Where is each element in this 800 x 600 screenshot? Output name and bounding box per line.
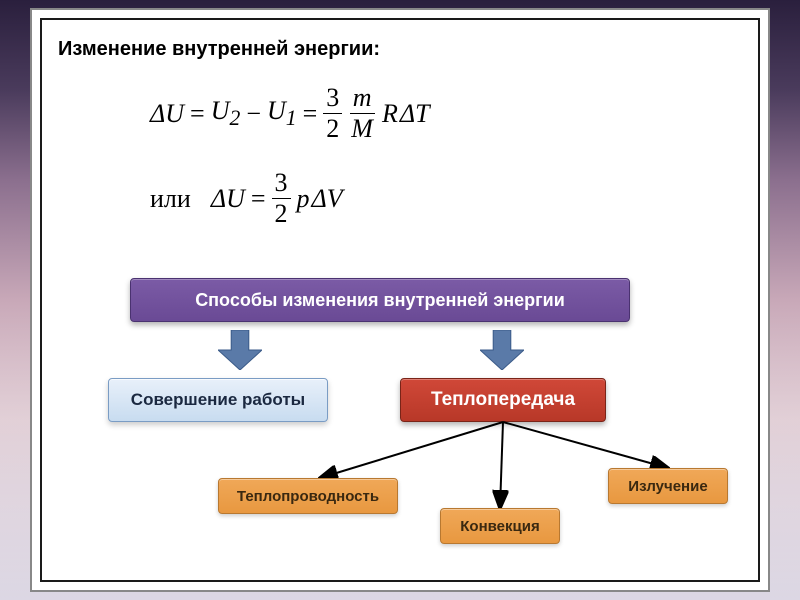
convection-label: Конвекция bbox=[460, 518, 539, 535]
formula-line-2: или ΔU = 3 2 p ΔV bbox=[150, 170, 430, 227]
delta-u: ΔU bbox=[150, 99, 184, 129]
box-conduction: Теплопроводность bbox=[218, 478, 398, 514]
arrow-down-icon bbox=[480, 330, 524, 370]
eq: = bbox=[190, 99, 205, 129]
box-convection: Конвекция bbox=[440, 508, 560, 544]
box-heat-transfer: Теплопередача bbox=[400, 378, 606, 422]
u1: U1 bbox=[267, 96, 297, 131]
conduction-label: Теплопроводность bbox=[237, 488, 379, 505]
minus: − bbox=[246, 99, 261, 129]
arrow-down-icon bbox=[218, 330, 262, 370]
page-title: Изменение внутренней энергии: bbox=[58, 38, 380, 61]
root-box-methods: Способы изменения внутренней энергии bbox=[130, 278, 630, 322]
delta-u: ΔU bbox=[211, 184, 245, 214]
or-text: или bbox=[150, 184, 191, 214]
frac-m-M: m M bbox=[348, 85, 376, 142]
root-label: Способы изменения внутренней энергии bbox=[195, 290, 565, 311]
delta-T: ΔT bbox=[400, 99, 430, 129]
frac-3-2: 3 2 bbox=[272, 170, 291, 227]
box-work: Совершение работы bbox=[108, 378, 328, 422]
heat-label: Теплопередача bbox=[431, 389, 575, 411]
frac-3-2: 3 2 bbox=[323, 85, 342, 142]
eq: = bbox=[303, 99, 318, 129]
formula-line-1: ΔU = U2 − U1 = 3 2 m M R ΔT bbox=[150, 85, 430, 142]
formula-block: ΔU = U2 − U1 = 3 2 m M R ΔT или ΔU = 3 2… bbox=[150, 85, 430, 227]
eq: = bbox=[251, 184, 266, 214]
radiation-label: Излучение bbox=[628, 478, 707, 495]
u2: U2 bbox=[211, 96, 241, 131]
work-label: Совершение работы bbox=[131, 390, 305, 410]
box-radiation: Излучение bbox=[608, 468, 728, 504]
delta-V: ΔV bbox=[312, 184, 343, 214]
p: p bbox=[297, 184, 310, 214]
R: R bbox=[382, 99, 398, 129]
